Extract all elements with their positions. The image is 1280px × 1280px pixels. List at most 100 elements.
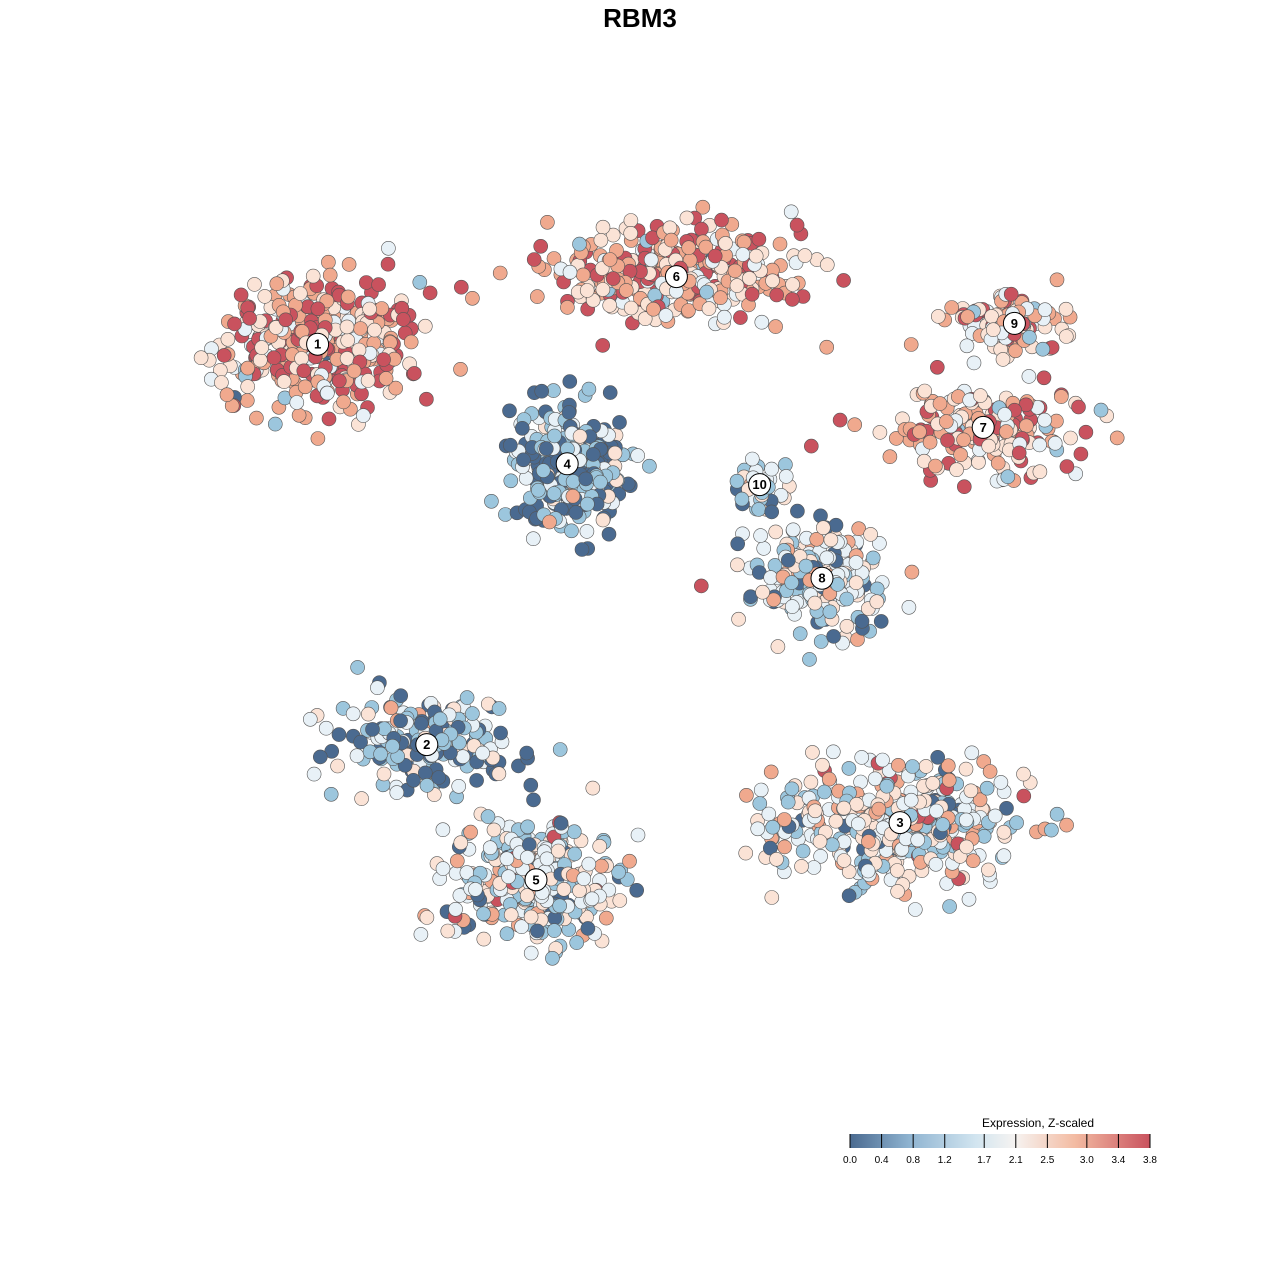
cell-point <box>929 803 944 819</box>
cell-point <box>584 891 600 907</box>
cell-point <box>959 839 974 855</box>
cell-point <box>730 536 746 552</box>
cell-point <box>310 431 326 446</box>
cell-point <box>768 524 784 540</box>
cell-point <box>306 766 322 782</box>
cell-point <box>249 410 264 426</box>
cell-point <box>764 890 780 905</box>
cell-point <box>764 504 780 520</box>
cluster-label-badge <box>1002 311 1026 335</box>
legend-tick-label: 0.0 <box>843 1155 857 1166</box>
cell-point <box>879 778 895 794</box>
cluster-label-badge <box>555 452 579 476</box>
cell-point <box>552 898 568 914</box>
cell-point <box>561 405 577 420</box>
cell-point <box>502 437 518 453</box>
cell-point <box>917 383 933 399</box>
cell-point <box>867 771 883 787</box>
cluster-label-text: 3 <box>896 815 903 830</box>
cell-point <box>580 921 596 936</box>
cell-point <box>819 339 835 355</box>
cell-point <box>888 431 904 446</box>
cell-point <box>780 552 796 568</box>
cluster-label-2: 2 <box>415 733 439 757</box>
cell-point <box>995 352 1011 367</box>
cell-point <box>1049 806 1065 822</box>
cell-point <box>1000 469 1016 485</box>
cell-point <box>540 215 555 230</box>
cell-point <box>714 212 729 228</box>
cell-point <box>819 257 835 273</box>
cell-point <box>465 706 480 721</box>
cell-point <box>763 764 779 780</box>
cell-point <box>376 766 392 782</box>
cell-point <box>861 834 876 849</box>
cell-point <box>339 319 355 335</box>
cell-point <box>821 771 837 787</box>
cell-point <box>360 373 376 388</box>
cell-point <box>694 221 709 237</box>
cell-point <box>772 236 788 252</box>
cell-point <box>419 910 435 925</box>
cell-point <box>354 791 369 806</box>
cell-point <box>958 761 974 777</box>
cell-point <box>312 749 328 765</box>
cell-point <box>602 298 618 313</box>
cell-point <box>393 688 409 704</box>
cell-point <box>1003 286 1019 302</box>
cell-point <box>735 247 751 262</box>
cell-point <box>526 792 541 808</box>
cell-point <box>1063 430 1078 446</box>
cell-point <box>756 541 772 556</box>
cluster-label-badge <box>524 868 548 892</box>
cell-point <box>961 891 977 907</box>
cell-point <box>568 505 584 520</box>
cell-point <box>863 527 878 542</box>
legend-ticks: 0.0 0.4 0.8 1.2 1.7 2.1 2.5 3.0 3.4 3.8 <box>843 1134 1157 1166</box>
legend-tick-label: 3.0 <box>1080 1155 1094 1166</box>
cell-point <box>233 287 249 303</box>
cell-point <box>797 248 813 263</box>
cluster-label-text: 4 <box>564 456 572 471</box>
cell-point <box>807 595 823 611</box>
legend-tick-label: 3.4 <box>1111 1155 1125 1166</box>
cluster-label-8: 8 <box>810 566 834 590</box>
cell-point <box>813 508 828 524</box>
cell-point <box>785 277 800 292</box>
cell-point <box>623 213 639 228</box>
cluster-label-9: 9 <box>1002 311 1026 335</box>
cell-point <box>769 851 784 867</box>
cell-point <box>422 285 438 301</box>
cluster-label-badge <box>748 473 772 497</box>
cell-point <box>622 853 637 869</box>
cell-point <box>836 800 852 816</box>
cell-point <box>240 360 255 376</box>
cluster-label-badge <box>810 566 834 590</box>
cell-point <box>929 359 945 375</box>
cell-point <box>860 863 876 879</box>
cell-point <box>1037 302 1053 318</box>
cell-point <box>646 301 661 317</box>
cell-point <box>556 881 572 897</box>
cell-point <box>681 240 697 255</box>
point-layer <box>193 199 1125 966</box>
cell-point <box>389 785 405 800</box>
cell-point <box>854 613 870 629</box>
cell-point <box>854 750 870 765</box>
cell-point <box>695 199 711 215</box>
cell-point <box>395 312 411 327</box>
cell-point <box>930 749 946 765</box>
cell-point <box>940 758 956 774</box>
cluster-label-5: 5 <box>524 868 548 892</box>
cell-point <box>385 738 400 754</box>
cell-point <box>592 838 608 854</box>
cell-point <box>476 931 492 947</box>
cell-point <box>1059 329 1074 344</box>
cell-point <box>525 531 541 547</box>
cell-point <box>440 923 456 939</box>
cluster-label-badge <box>306 332 330 356</box>
cell-point <box>371 277 386 292</box>
cell-point <box>417 318 433 334</box>
cell-point <box>406 772 421 788</box>
